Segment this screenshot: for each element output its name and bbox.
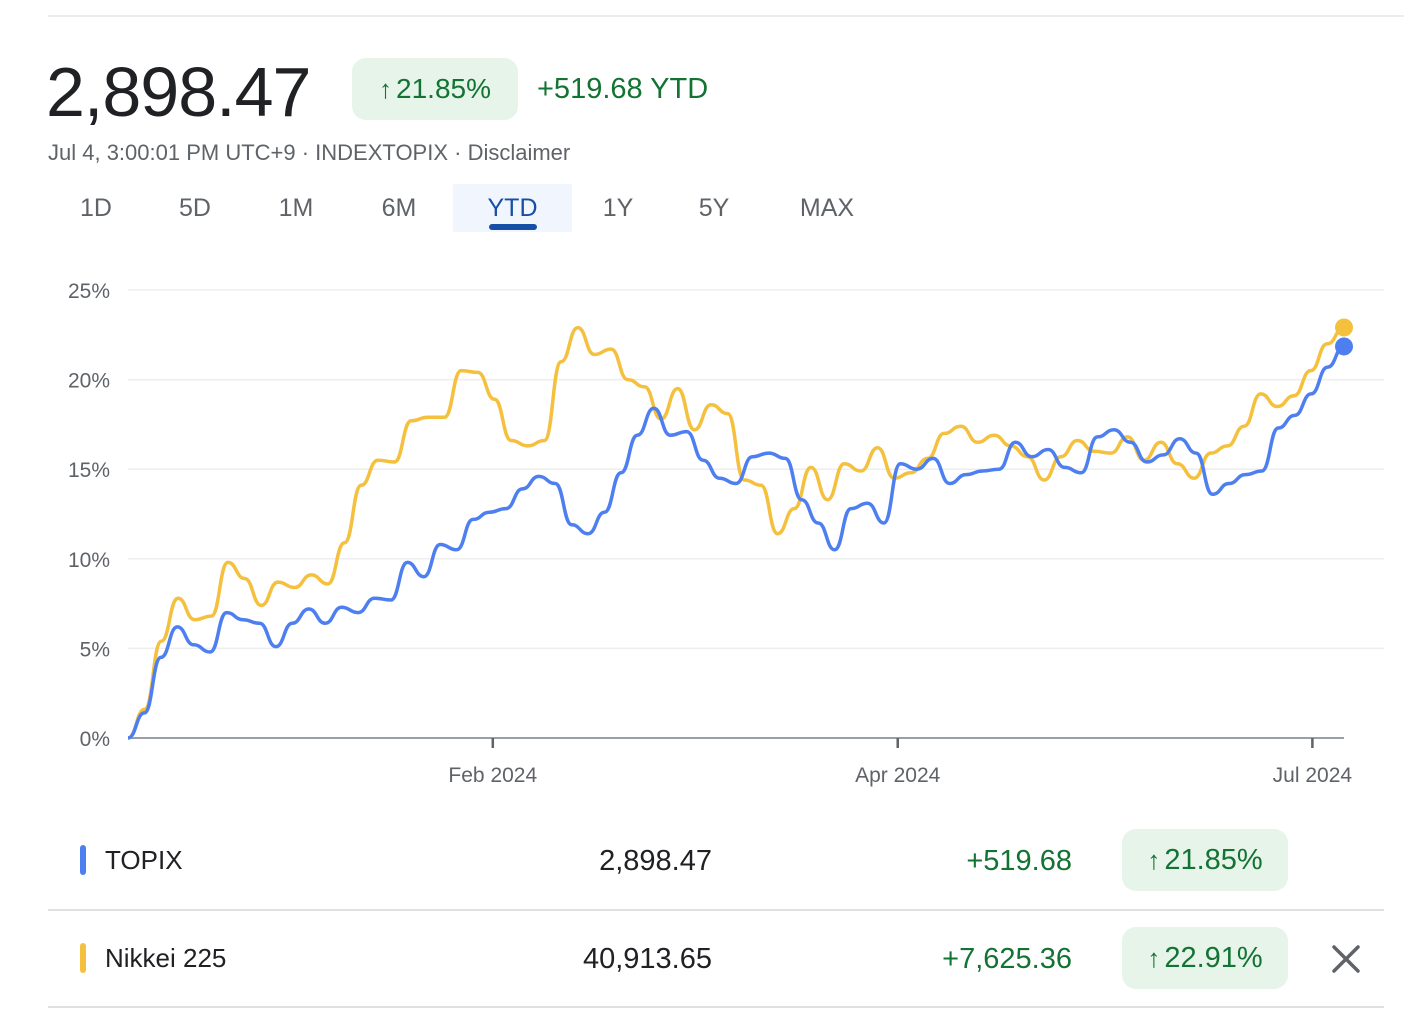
- y-tick-label: 25%: [68, 280, 110, 303]
- x-tick-label: Jul 2024: [1273, 764, 1353, 787]
- tab-6m[interactable]: 6M: [381, 193, 417, 222]
- change-percent-badge: ↑ 21.85%: [352, 58, 518, 120]
- legend-divider: [48, 909, 1384, 911]
- tab-1d[interactable]: 1D: [80, 193, 112, 222]
- change-value: +519.68 YTD: [537, 73, 709, 105]
- y-axis-ticks: 0% 5% 10% 15% 20% 25%: [68, 280, 110, 751]
- arrow-up-icon: ↑: [379, 73, 393, 104]
- legend-value: 40,913.65: [582, 943, 712, 975]
- meta-line: Jul 4, 3:00:01 PM UTC+9 · INDEXTOPIX · D…: [48, 140, 571, 165]
- arrow-up-icon: ↑: [1147, 942, 1161, 973]
- arrow-up-icon: ↑: [1147, 844, 1161, 875]
- legend-change: +519.68: [966, 845, 1072, 877]
- y-tick-label: 20%: [68, 370, 110, 393]
- nikkei-end-point: [1335, 318, 1353, 337]
- series-lines: [127, 325, 1345, 740]
- tab-5d[interactable]: 5D: [179, 193, 211, 222]
- active-tab-indicator: [488, 224, 537, 230]
- tab-1y[interactable]: 1Y: [602, 193, 634, 222]
- y-tick-label: 10%: [68, 549, 110, 572]
- topix-line: [127, 344, 1345, 740]
- legend-value: 2,898.47: [599, 845, 712, 877]
- series-end-points: [1335, 318, 1353, 356]
- y-tick-label: 0%: [80, 728, 110, 751]
- top-divider: [48, 15, 1404, 17]
- x-axis: Feb 2024 Apr 2024 Jul 2024: [128, 737, 1353, 787]
- tab-1m[interactable]: 1M: [278, 193, 314, 222]
- current-price: 2,898.47: [46, 53, 311, 131]
- legend-divider: [48, 1006, 1384, 1008]
- nikkei-line: [127, 325, 1345, 740]
- legend-name: TOPIX: [105, 845, 183, 875]
- legend-name: Nikkei 225: [105, 943, 227, 973]
- legend-row-nikkei[interactable]: Nikkei 225 40,913.65 +7,625.36 ↑ 22.91%: [48, 910, 1384, 1006]
- topix-swatch: [80, 845, 86, 875]
- x-tick-label: Feb 2024: [448, 764, 537, 787]
- tab-ytd[interactable]: YTD: [453, 184, 572, 232]
- close-icon[interactable]: [1326, 939, 1366, 979]
- topix-end-point: [1335, 337, 1353, 356]
- x-tick-label: Apr 2024: [855, 764, 941, 787]
- nikkei-swatch: [80, 943, 86, 973]
- performance-chart: 0% 5% 10% 15% 20% 25% Feb 2024 Apr 2024 Jul 202…: [68, 280, 1384, 787]
- tab-5y[interactable]: 5Y: [698, 193, 730, 222]
- tab-max[interactable]: MAX: [799, 193, 855, 222]
- change-percent-text: 21.85%: [396, 73, 491, 104]
- legend-percent: 22.91%: [1164, 941, 1263, 974]
- grid-lines: [128, 289, 1384, 650]
- legend-percent: 21.85%: [1164, 843, 1263, 876]
- legend-percent-badge: ↑ 21.85%: [1122, 829, 1288, 891]
- y-tick-label: 15%: [68, 459, 110, 482]
- legend-row-topix[interactable]: TOPIX 2,898.47 +519.68 ↑ 21.85%: [48, 812, 1384, 908]
- legend-percent-badge: ↑ 22.91%: [1122, 927, 1288, 989]
- legend-change: +7,625.36: [942, 943, 1072, 975]
- y-tick-label: 5%: [80, 638, 110, 661]
